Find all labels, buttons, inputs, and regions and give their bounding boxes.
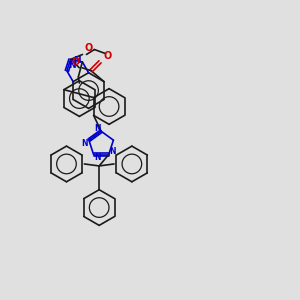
Text: N: N (73, 56, 80, 65)
Text: O: O (72, 57, 80, 67)
Text: N: N (82, 139, 88, 148)
Text: N: N (68, 61, 76, 70)
Text: O: O (103, 51, 111, 61)
Text: O: O (85, 44, 93, 53)
Text: N: N (94, 124, 101, 133)
Text: N: N (110, 147, 116, 156)
Text: N: N (94, 153, 101, 162)
